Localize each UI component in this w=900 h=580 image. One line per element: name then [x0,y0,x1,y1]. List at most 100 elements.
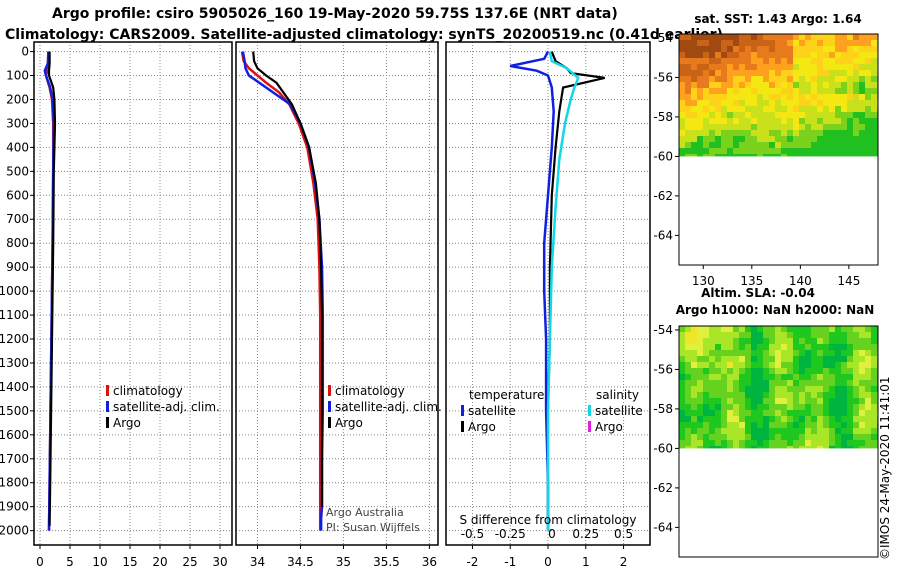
sst_map-cell [823,130,829,136]
sla_map-cell [697,344,703,350]
sst_map-cell [775,82,781,88]
sla_map-cell [697,380,703,386]
sla_map-cell [685,404,691,410]
sst_map-cell [799,40,805,46]
sst_map-cell [811,112,817,118]
sla_map-cell [733,398,739,404]
sla_map-cell [811,386,817,392]
sst_map-cell [691,52,697,58]
sst_map-cell [733,106,739,112]
sla_map-cell [817,392,823,398]
sst_map-cell [817,82,823,88]
sst_map-cell [829,64,835,70]
sst_map-cell [805,82,811,88]
sst_map-cell [817,124,823,130]
title-line-2: Climatology: CARS2009. Satellite-adjuste… [5,27,723,43]
sla_map-cell [823,332,829,338]
sla_map-cell [841,434,847,440]
sla_map-cell [775,332,781,338]
sla_map-cell [811,326,817,332]
sla_map-cell [703,356,709,362]
sla_map-cell [679,326,685,332]
sla_map-cell [847,434,853,440]
sla_map-cell [805,428,811,434]
sst_map-cell [859,124,865,130]
sst_map-cell [793,142,799,148]
sla_map-cell [769,392,775,398]
sst_map-cell [757,70,763,76]
sla_map-cell [769,398,775,404]
sla_map-cell [781,338,787,344]
sst_map-cell [793,100,799,106]
sst_map-cell [817,52,823,58]
sla_map-cell [781,446,787,449]
sla_map-cell [805,380,811,386]
sst_map-frame [678,33,879,266]
sla_map-cell [727,332,733,338]
sst_map-cell [715,40,721,46]
sst_map-cell [853,40,859,46]
sla_map-cell [787,356,793,362]
sla_map-cell [799,428,805,434]
sst_map-cell [817,142,823,148]
sla_map-cell [739,356,745,362]
sst_map-cell [865,118,871,124]
sst_map-cell [721,136,727,142]
sla_map-cell [733,416,739,422]
sst_map-cell [757,130,763,136]
sst_map-cell [829,106,835,112]
sst_map-cell [865,40,871,46]
sst_map-cell [829,58,835,64]
sst_map-cell [685,76,691,82]
sst_map-cell [799,76,805,82]
sla_map-cell [799,326,805,332]
sst_map-cell [775,142,781,148]
sst_map-cell [721,34,727,40]
sst_map-cell [835,88,841,94]
sla_map-cell [811,338,817,344]
temperature-legend-swatch [106,401,109,412]
sla_map-cell [829,386,835,392]
sla_map-cell [775,440,781,446]
sla_map-cell [697,446,703,449]
sla_map-cell [847,392,853,398]
sst_map-cell [703,76,709,82]
salinity-legend-label: satellite-adj. clim. [335,400,442,414]
sla_map-cell [817,356,823,362]
sst_map-cell [721,142,727,148]
sla_map-cell [751,380,757,386]
sla_map-cell [685,380,691,386]
sla_map-cell [859,356,865,362]
sla_map-cell [769,428,775,434]
sla_map-cell [703,326,709,332]
sla_map-cell [781,350,787,356]
sst_map-cell [721,154,727,157]
difference-xtick-label: 1 [582,555,590,569]
sst_map: -54 -56 -58 -60 -62 -64 130 135 140 145 [653,31,879,288]
sst_map-cell [799,88,805,94]
sst_map-cell [739,148,745,154]
sla_map-cell [847,428,853,434]
sla_map-cell [871,338,877,344]
sst_map-cell [841,106,847,112]
sst_map-cell [781,100,787,106]
sst_map-cell [871,118,877,124]
sst_map-cell [787,130,793,136]
difference-secondary-tick-label: 0 [548,527,556,541]
sst_map-cell [769,130,775,136]
sla_map-cell [763,446,769,449]
sst_map-cell [823,70,829,76]
sst_map-cell [853,136,859,142]
sla_map-cell [787,362,793,368]
sst_map-cell [805,130,811,136]
sla_map-cell [757,440,763,446]
sst_map-cell [733,70,739,76]
sst_map-cell [721,112,727,118]
sst_map-cell [781,88,787,94]
sst_map-cell [763,46,769,52]
sla_map-cell [853,338,859,344]
sst_map-cell [715,70,721,76]
sst_map-cell [805,154,811,157]
sst_map-cell [691,58,697,64]
sst_map-cell [715,148,721,154]
